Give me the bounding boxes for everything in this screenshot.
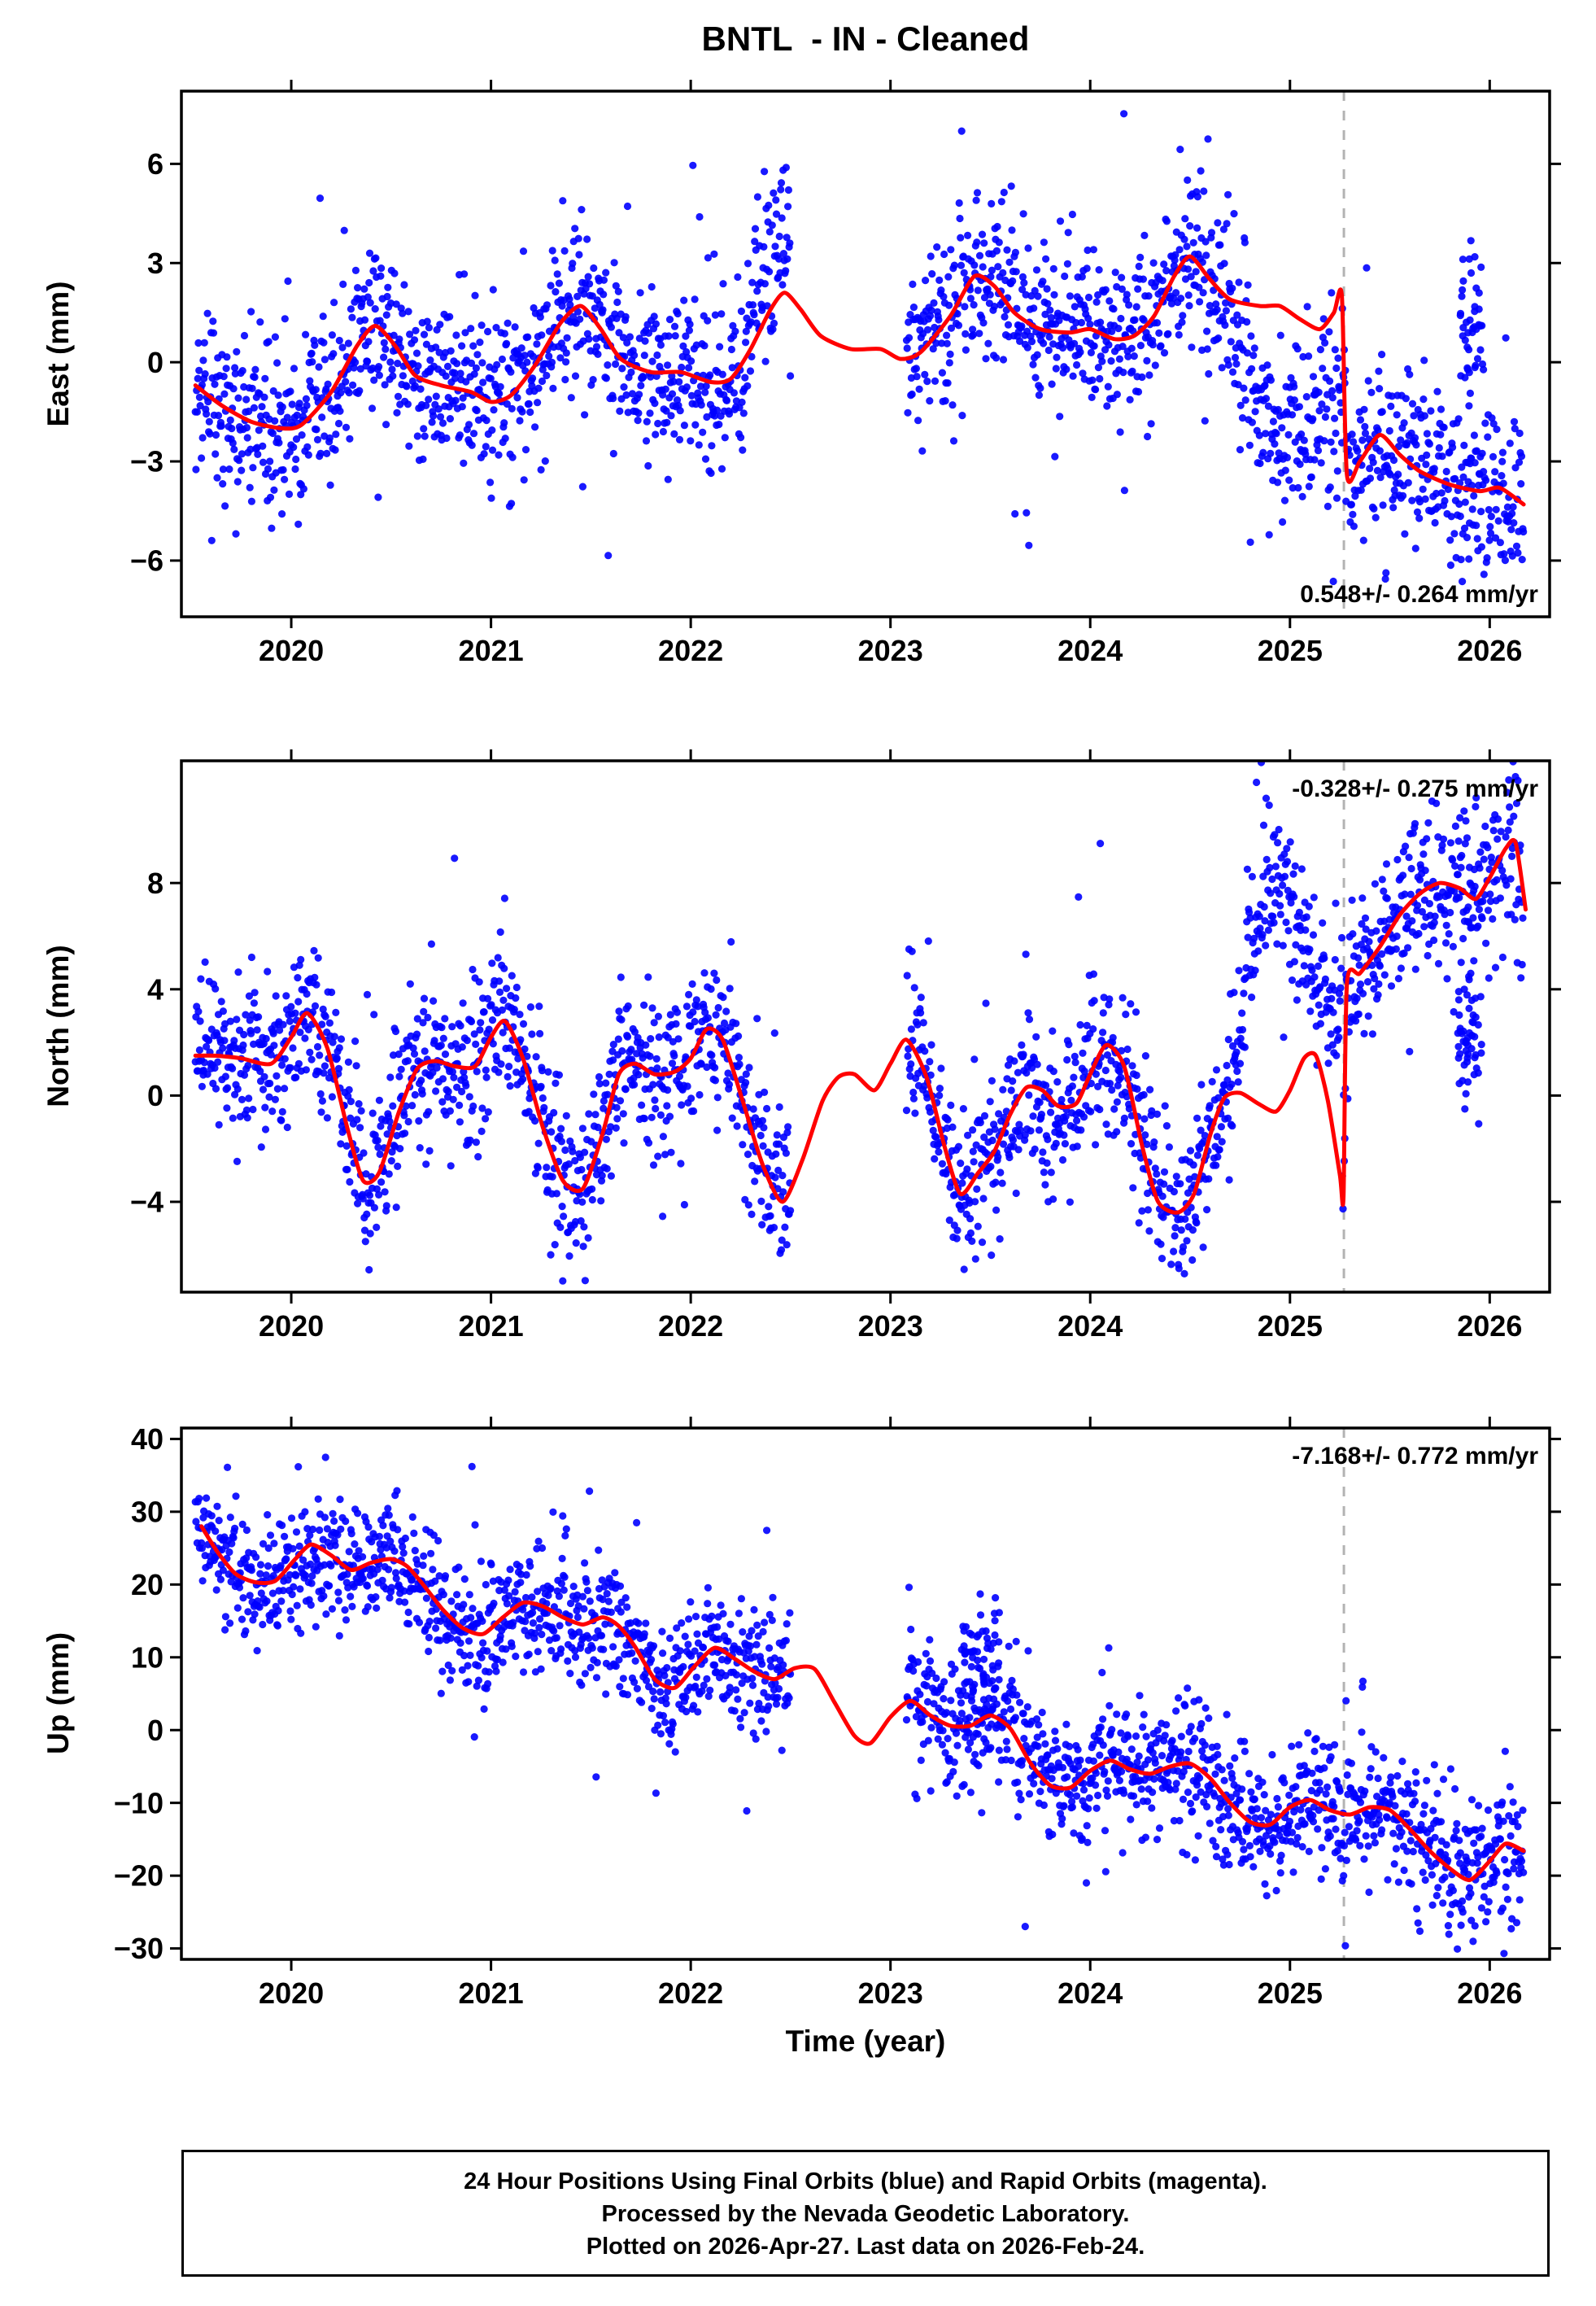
svg-text:2023: 2023 <box>858 634 923 667</box>
up-axis-title: Up (mm) <box>41 1631 75 1755</box>
axis-tick-labels: 2020 2021 2022 2023 2024 2025 2026−30−20−10010… <box>114 1422 1522 2010</box>
svg-text:−3: −3 <box>130 445 164 478</box>
svg-text:−6: −6 <box>130 544 164 578</box>
axis-tick-labels: 2020 2021 2022 2023 2024 2025 2026 −6 −3 0 3 6 <box>130 147 1522 667</box>
caption-line-2: Processed by the Nevada Geodetic Laborat… <box>601 2201 1130 2227</box>
trend-line <box>193 254 1526 507</box>
caption-line-1: 24 Hour Positions Using Final Orbits (bl… <box>464 2168 1267 2195</box>
scatter-points <box>191 1453 1528 1958</box>
axis-ticks <box>170 749 1561 1304</box>
north-axis-title: North (mm) <box>41 945 75 1107</box>
axis-tick-labels: 2020 2021 2022 2023 2024 2025 2026 −4 0 4 8 <box>130 867 1522 1343</box>
caption-box: 24 Hour Positions Using Final Orbits (bl… <box>181 2150 1550 2277</box>
svg-text:6: 6 <box>147 147 164 181</box>
svg-text:−4: −4 <box>130 1186 164 1219</box>
figure-title: BNTL - IN - Cleaned <box>701 20 1030 58</box>
svg-text:2021: 2021 <box>459 634 524 667</box>
trend-line <box>199 1524 1526 1883</box>
svg-text:2025: 2025 <box>1258 1309 1323 1343</box>
rate-annotation: 0.548+/- 0.264 mm/yr <box>1300 581 1538 608</box>
plot-frame <box>180 759 1551 1294</box>
rate-annotation: -7.168+/- 0.772 mm/yr <box>1292 1443 1538 1470</box>
svg-text:2025: 2025 <box>1258 634 1323 667</box>
svg-text:3: 3 <box>147 247 164 280</box>
plot-frame <box>180 90 1551 618</box>
svg-text:2026: 2026 <box>1457 634 1522 667</box>
svg-text:2024: 2024 <box>1057 634 1123 667</box>
svg-text:2020: 2020 <box>259 634 324 667</box>
trend-line <box>193 838 1528 1215</box>
svg-text:8: 8 <box>147 867 164 900</box>
east-axis-title: East (mm) <box>41 281 75 427</box>
svg-text:0: 0 <box>147 1079 164 1112</box>
svg-text:2023: 2023 <box>858 1309 923 1343</box>
caption-line-3: Plotted on 2026-Apr-27. Last data on 202… <box>586 2234 1145 2260</box>
svg-text:2021: 2021 <box>459 1309 524 1343</box>
x-axis-title: Time (year) <box>785 2024 946 2058</box>
north-panel-plot: 2020 2021 2022 2023 2024 2025 2026 −4 0 4 8 -0.328+… <box>130 749 1561 1343</box>
svg-text:2022: 2022 <box>658 1309 723 1343</box>
svg-text:2022: 2022 <box>658 634 723 667</box>
axis-ticks <box>170 80 1561 628</box>
axis-ticks <box>170 1417 1561 1971</box>
svg-text:4: 4 <box>147 972 164 1006</box>
svg-text:2020: 2020 <box>259 1309 324 1343</box>
svg-text:2024: 2024 <box>1057 1309 1123 1343</box>
svg-text:2026: 2026 <box>1457 1309 1522 1343</box>
up-panel-plot: 2020 2021 2022 2023 2024 2025 2026−30−20−10010… <box>114 1417 1561 2010</box>
east-panel-plot: 2020 2021 2022 2023 2024 2025 2026 −6 −3 0 3 6 0.548… <box>130 80 1561 667</box>
svg-text:0: 0 <box>147 346 164 379</box>
plot-frame <box>180 1426 1551 1961</box>
rate-annotation: -0.328+/- 0.275 mm/yr <box>1292 775 1538 802</box>
